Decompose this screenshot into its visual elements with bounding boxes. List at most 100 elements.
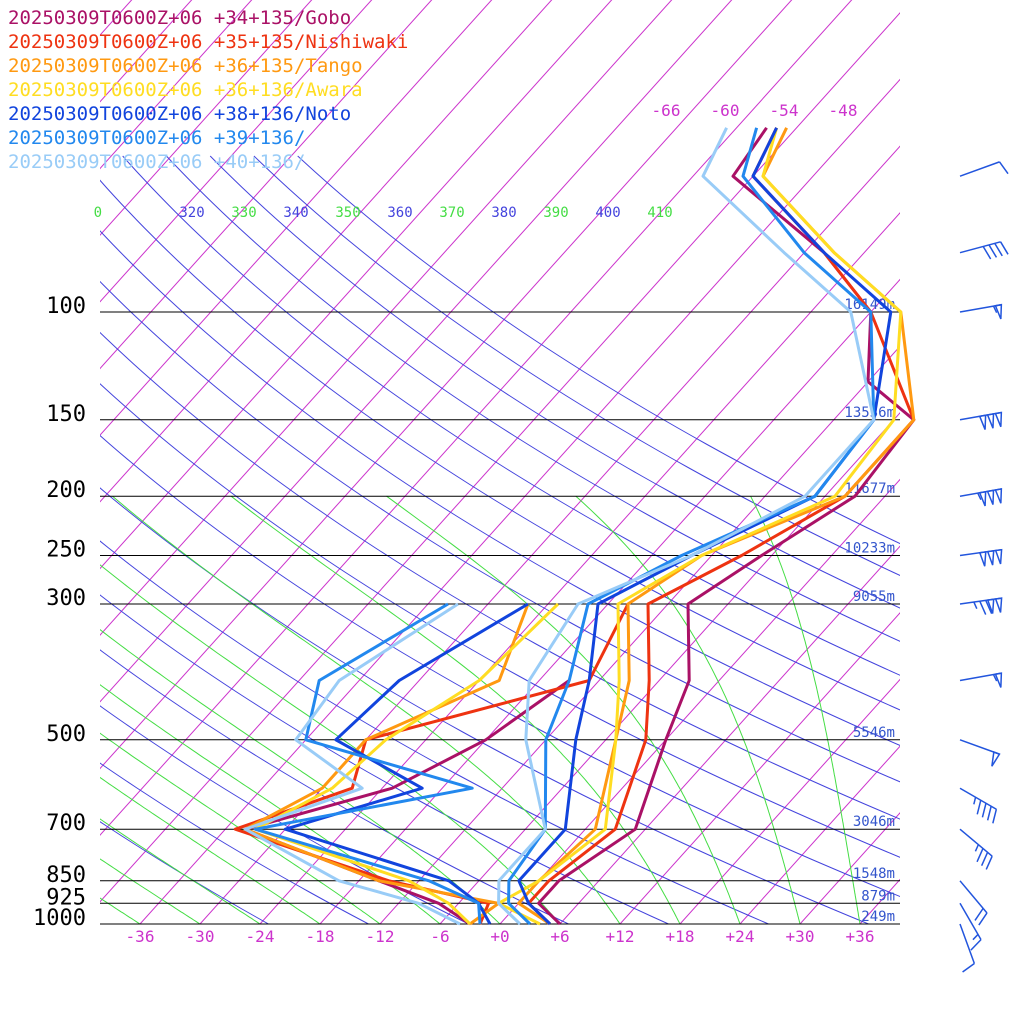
height-label: 5546m [853,725,895,741]
x-tick-label: -30 [186,927,215,946]
isotherm-line [100,0,493,436]
pressure-level-label: 1000 [33,906,86,931]
pressure-level-label: 250 [46,538,86,563]
wind-barb-feather [998,161,1009,175]
wind-barb-feather [994,242,1003,257]
wind-barb-flag [994,597,1003,613]
x-tick-label: -18 [306,927,335,946]
isotherm-line [100,12,900,903]
dry-adiabat-line [100,280,900,783]
dry-adiabat-line [166,155,900,642]
wind-barb-flag [986,549,995,566]
isotherm-line [100,0,313,236]
wind-barb-flag [978,490,987,507]
isotherm-line [679,678,900,924]
wind-barb [959,597,1003,615]
wind-barb-half-feather [992,674,998,682]
wind-barb-staff [959,303,1002,313]
isotherm-line [739,745,900,924]
wind-barb-half-feather [974,844,980,852]
dry-adiabat-line [100,487,869,924]
moist-adiabat-line [100,818,261,924]
isotherm-line [100,0,733,703]
wind-barb-feather [982,246,992,260]
isotherm-line [100,0,853,836]
dry-adiabat-line [100,594,669,924]
theta-label: 380 [491,205,516,221]
wind-barb-feather [985,600,993,614]
wind-barb-staff [959,241,1001,254]
isotherm-line [439,412,900,924]
temperature-profile [527,127,916,926]
legend-entry: 20250309T0600Z+06 +35+135/Nishiwaki [8,31,408,53]
wind-barb-flag [994,488,1003,504]
isotherm-line [100,0,253,170]
x-tick-label: +0 [490,927,509,946]
isotherm-line [319,278,900,924]
wind-barb [959,923,976,973]
theta-label: 340 [283,205,308,221]
wind-barb-half-feather [973,601,978,610]
wind-barb-feather [999,241,1009,255]
temperature-profile [517,127,893,926]
wind-barb-staff [959,672,1002,682]
pressure-level-label: 700 [46,811,86,836]
top-isotherm-label: -54 [770,101,799,120]
pressure-level-label: 850 [46,863,86,888]
wind-barb-staff [959,923,976,964]
top-isotherm-label: -66 [652,101,681,120]
wind-barb [959,303,1003,320]
top-isotherm-label: -60 [711,101,740,120]
isotherm-line [100,0,673,636]
wind-barb-feather [976,800,982,815]
wind-barb-staff [959,161,1000,177]
wind-barb-flag [994,411,1003,428]
dry-adiabat-line [100,383,900,858]
wind-barb-feather [980,852,989,866]
isotherm-line [100,0,553,503]
wind-barb-staff [959,828,993,857]
dry-adiabat-line [297,155,900,545]
wind-barb-flag [994,672,1003,688]
isotherm-line [619,612,900,924]
height-label: 1548m [853,866,895,882]
height-label: 9055m [853,589,895,605]
dry-adiabat-line [100,762,369,924]
isotherm-line [799,812,900,924]
wind-barb-staff [959,902,982,941]
x-tick-label: +36 [846,927,875,946]
dewpoint-profile [253,602,482,925]
wind-barb-flag [994,303,1003,320]
x-tick-label: -12 [366,927,395,946]
legend-entry: 20250309T0600Z+06 +39+136/ [8,127,305,149]
wind-barb-staff [959,787,997,810]
wind-barb-feather [992,809,998,824]
legend-entry: 20250309T0600Z+06 +38+136/Noto [8,103,351,125]
moist-adiabat-line [100,858,201,924]
theta-label: 360 [387,205,412,221]
wind-barb [959,902,982,951]
wind-barb-flag [978,551,987,567]
wind-barb [959,880,988,926]
wind-barb-flag [986,598,995,614]
x-tick-label: +30 [786,927,815,946]
wind-barb-staff [959,739,1000,755]
x-axis-ticks: -36 -30 -24 -18 -12 -6 +0 +6 +12 +18 +24 +30 +36 [126,927,875,946]
isotherm-line [100,0,793,770]
wind-barb-feather [970,939,982,951]
isotherm-line [100,0,433,370]
height-label: 10233m [844,541,895,557]
dry-adiabat-line [100,434,900,898]
x-tick-label: +12 [606,927,635,946]
isotherm-line [100,0,373,303]
height-label: 249m [861,909,895,925]
theta-label: 370 [439,205,464,221]
wind-barb-feather [985,855,993,870]
legend-entry: 20250309T0600Z+06 +34+135/Gobo [8,7,351,29]
wind-barb-staff [959,597,1002,605]
top-isotherm-labels: -66 -60 -54 -48 [652,101,858,120]
wind-barb-feather [979,600,987,615]
wind-barbs [959,161,1009,973]
wind-barb [959,828,993,870]
